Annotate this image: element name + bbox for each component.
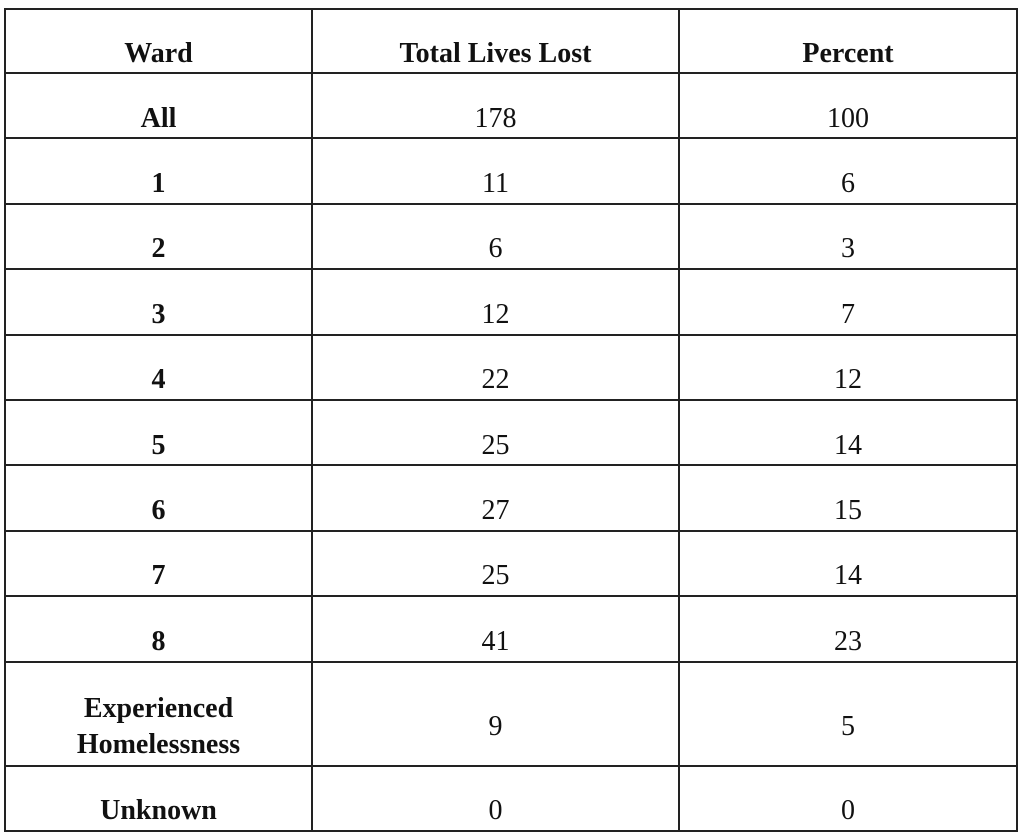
value-cell: 23 <box>678 595 1018 663</box>
ward-cell: 4 <box>4 333 313 401</box>
ward-table: Ward Total Lives Lost Percent All 178 100 1 11… <box>4 8 1018 832</box>
column-header: Ward <box>4 8 313 74</box>
value-cell: 25 <box>311 529 680 598</box>
value-cell: 11 <box>311 137 680 205</box>
table-row: Unknown 0 0 <box>4 764 1018 832</box>
table-row: Experienced Homelessness 9 5 <box>4 660 1018 767</box>
value-cell: 14 <box>678 398 1018 467</box>
value-cell: 5 <box>678 660 1018 767</box>
value-cell: 9 <box>311 660 680 767</box>
ward-cell: 3 <box>4 268 313 336</box>
ward-cell: Unknown <box>4 764 313 832</box>
value-cell: 12 <box>678 333 1018 401</box>
value-cell: 15 <box>678 464 1018 532</box>
value-cell: 14 <box>678 529 1018 598</box>
table-row: All 178 100 <box>4 71 1018 140</box>
table-row: 5 25 14 <box>4 398 1018 467</box>
value-cell: 25 <box>311 398 680 467</box>
ward-cell: 8 <box>4 595 313 663</box>
value-cell: 12 <box>311 268 680 336</box>
value-cell: 7 <box>678 268 1018 336</box>
value-cell: 0 <box>311 764 680 832</box>
header-row: Ward Total Lives Lost Percent <box>4 8 1018 74</box>
value-cell: 6 <box>311 202 680 271</box>
table-row: 8 41 23 <box>4 595 1018 663</box>
value-cell: 100 <box>678 71 1018 140</box>
ward-cell: 5 <box>4 398 313 467</box>
value-cell: 22 <box>311 333 680 401</box>
value-cell: 6 <box>678 137 1018 205</box>
value-cell: 27 <box>311 464 680 532</box>
value-cell: 3 <box>678 202 1018 271</box>
table-row: 4 22 12 <box>4 333 1018 401</box>
column-header: Total Lives Lost <box>311 8 680 74</box>
table-body: All 178 100 1 11 6 2 6 3 3 12 7 4 22 12 5 25 14 6 27 15 7 25 14… <box>4 71 1018 832</box>
table-row: 1 11 6 <box>4 137 1018 205</box>
ward-cell: Experienced Homelessness <box>4 660 313 767</box>
value-cell: 41 <box>311 595 680 663</box>
ward-cell: 1 <box>4 137 313 205</box>
ward-cell: 7 <box>4 529 313 598</box>
ward-cell: All <box>4 71 313 140</box>
table-row: 7 25 14 <box>4 529 1018 598</box>
table-row: 3 12 7 <box>4 268 1018 336</box>
ward-cell: 2 <box>4 202 313 271</box>
ward-cell: 6 <box>4 464 313 532</box>
column-header: Percent <box>678 8 1018 74</box>
value-cell: 178 <box>311 71 680 140</box>
table-row: 6 27 15 <box>4 464 1018 532</box>
value-cell: 0 <box>678 764 1018 832</box>
